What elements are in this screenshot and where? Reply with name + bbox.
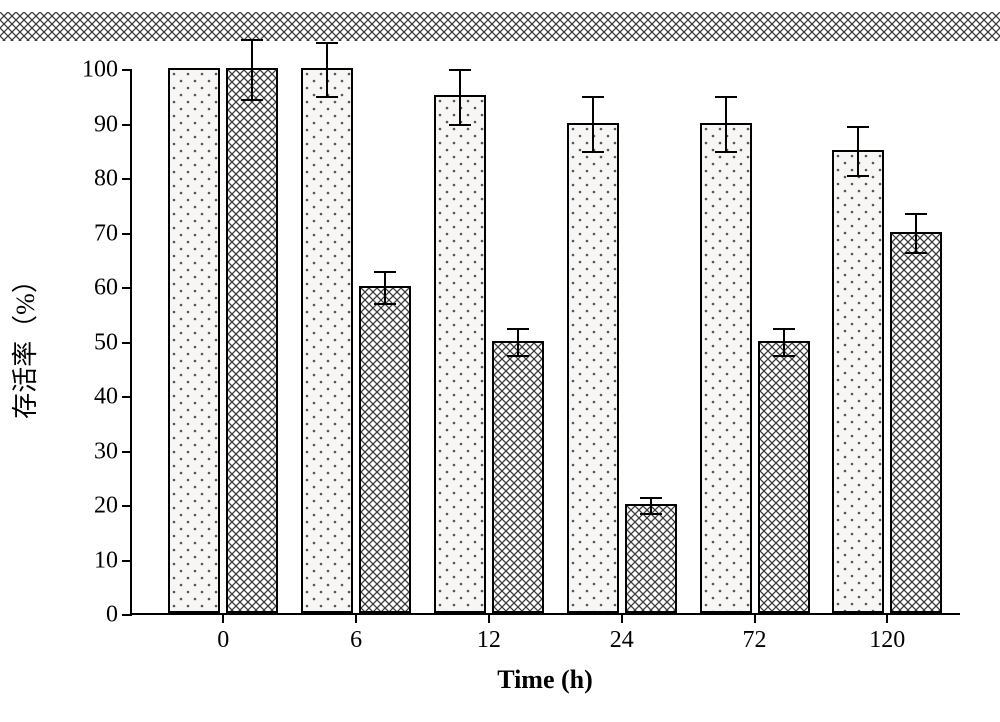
x-tick-label: 6 xyxy=(350,627,362,654)
error-bar xyxy=(251,40,253,100)
error-cap xyxy=(582,151,604,153)
error-bar xyxy=(725,97,727,152)
error-bar xyxy=(384,272,386,305)
bar-dsCON xyxy=(567,123,619,614)
error-cap xyxy=(449,69,471,71)
y-tick-mark xyxy=(122,505,132,507)
y-tick-mark xyxy=(122,69,132,71)
y-tick-label: 40 xyxy=(68,384,118,411)
legend: dsCON dsRNA-TPR1 xyxy=(0,12,1000,41)
chart-stage: dsCON dsRNA-TPR1 01020304050607080901000… xyxy=(0,0,1000,722)
y-tick-mark xyxy=(122,124,132,126)
error-bar xyxy=(592,97,594,152)
error-cap xyxy=(374,303,396,305)
bar-dsRNA-TPR1 xyxy=(758,341,810,614)
error-cap xyxy=(507,328,529,330)
error-bar xyxy=(459,70,461,125)
x-tick-mark xyxy=(222,613,224,623)
y-tick-mark xyxy=(122,287,132,289)
error-bar xyxy=(517,329,519,356)
y-tick-label: 20 xyxy=(68,493,118,520)
bar-dsRNA-TPR1 xyxy=(359,286,411,613)
bar-dsCON xyxy=(434,95,486,613)
bar-dsRNA-TPR1 xyxy=(226,68,278,613)
error-cap xyxy=(715,151,737,153)
error-cap xyxy=(847,126,869,128)
y-tick-label: 0 xyxy=(68,602,118,629)
error-bar xyxy=(915,214,917,252)
x-tick-mark xyxy=(355,613,357,623)
error-cap xyxy=(715,96,737,98)
legend-item-dsrna: dsRNA-TPR1 xyxy=(498,12,672,41)
bar-dsCON xyxy=(832,150,884,613)
error-bar xyxy=(857,127,859,176)
x-tick-label: 24 xyxy=(610,627,634,654)
legend-swatch-crosshatch xyxy=(498,12,530,38)
y-tick-mark xyxy=(122,560,132,562)
error-cap xyxy=(374,271,396,273)
bar-dsCON xyxy=(700,123,752,614)
error-cap xyxy=(582,96,604,98)
y-tick-label: 100 xyxy=(68,57,118,84)
y-tick-label: 80 xyxy=(68,166,118,193)
y-tick-mark xyxy=(122,451,132,453)
error-bar xyxy=(783,329,785,356)
error-cap xyxy=(241,39,263,41)
error-cap xyxy=(905,252,927,254)
x-tick-mark xyxy=(886,613,888,623)
bar-dsRNA-TPR1 xyxy=(890,232,942,614)
error-cap xyxy=(773,328,795,330)
bar-dsCON xyxy=(168,68,220,613)
y-tick-mark xyxy=(122,233,132,235)
error-cap xyxy=(905,213,927,215)
y-axis-label: 存活率（%） xyxy=(5,267,42,419)
error-bar xyxy=(650,498,652,514)
error-cap xyxy=(507,355,529,357)
y-tick-label: 30 xyxy=(68,438,118,465)
x-tick-label: 0 xyxy=(217,627,229,654)
y-tick-mark xyxy=(122,614,132,616)
y-tick-mark xyxy=(122,396,132,398)
x-tick-mark xyxy=(488,613,490,623)
error-cap xyxy=(241,99,263,101)
bar-dsRNA-TPR1 xyxy=(625,504,677,613)
error-cap xyxy=(449,124,471,126)
y-tick-label: 90 xyxy=(68,111,118,138)
error-cap xyxy=(847,175,869,177)
x-tick-label: 72 xyxy=(743,627,767,654)
y-tick-mark xyxy=(122,178,132,180)
error-cap xyxy=(640,497,662,499)
y-tick-label: 10 xyxy=(68,547,118,574)
error-cap xyxy=(773,355,795,357)
x-tick-mark xyxy=(754,613,756,623)
y-tick-label: 70 xyxy=(68,220,118,247)
x-tick-label: 12 xyxy=(477,627,501,654)
error-bar xyxy=(326,43,328,98)
error-cap xyxy=(640,513,662,515)
error-cap xyxy=(316,96,338,98)
error-cap xyxy=(316,42,338,44)
plot-area: 010203040506070809010006122472120 xyxy=(130,70,960,615)
x-tick-mark xyxy=(621,613,623,623)
y-tick-mark xyxy=(122,342,132,344)
bar-dsRNA-TPR1 xyxy=(492,341,544,614)
x-axis-label: Time (h) xyxy=(497,665,593,695)
y-tick-label: 50 xyxy=(68,329,118,356)
x-tick-label: 120 xyxy=(869,627,905,654)
bar-dsCON xyxy=(301,68,353,613)
y-tick-label: 60 xyxy=(68,275,118,302)
